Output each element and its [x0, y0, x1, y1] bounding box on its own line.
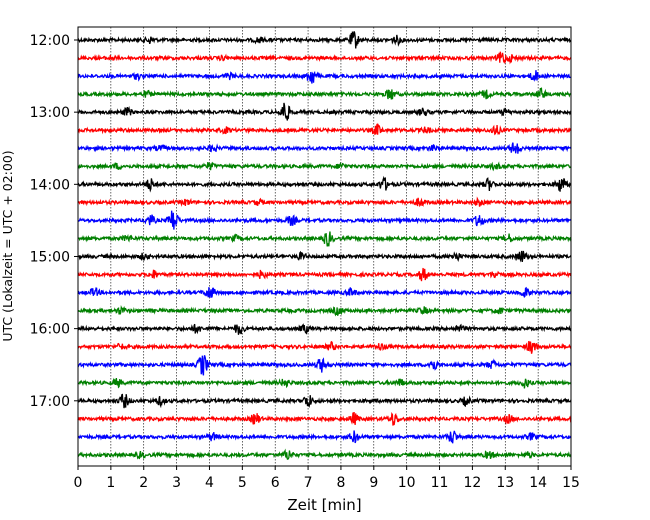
trace-line [77, 340, 572, 354]
trace-line [77, 51, 572, 65]
trace-line [77, 210, 572, 230]
y-tick-label: 15:00 [30, 249, 70, 265]
trace-line [77, 250, 572, 263]
trace-line [77, 355, 572, 376]
trace-line [77, 411, 572, 426]
trace-line [77, 231, 572, 247]
trace-line [77, 393, 572, 409]
x-tick-label: 0 [74, 475, 83, 491]
x-tick-label: 11 [431, 475, 449, 491]
trace-line [77, 430, 572, 444]
x-axis-ticks: 0 1 2 3 4 5 6 7 8 9 10 11 12 13 14 15 [74, 466, 580, 491]
x-tick-label: 4 [205, 475, 214, 491]
trace-line [77, 323, 572, 335]
y-axis-ticks: 12:00 13:00 14:00 15:00 16:00 17:00 [30, 33, 78, 410]
y-tick-label: 13:00 [30, 105, 70, 121]
x-tick-label: 8 [336, 475, 345, 491]
x-grid [110, 27, 539, 466]
traces [77, 31, 572, 460]
x-tick-label: 1 [106, 475, 115, 491]
trace-line [77, 87, 572, 100]
plot-frame [77, 26, 572, 467]
y-tick-label: 17:00 [30, 394, 70, 410]
trace-line [77, 377, 572, 389]
trace-line [77, 161, 572, 172]
x-tick-label: 12 [463, 475, 481, 491]
trace-line [77, 304, 572, 317]
x-tick-label: 7 [304, 475, 313, 491]
x-tick-label: 5 [238, 475, 247, 491]
x-tick-label: 13 [496, 475, 514, 491]
trace-line [77, 286, 572, 299]
x-tick-label: 14 [529, 475, 547, 491]
trace-line [77, 142, 572, 154]
x-tick-label: 3 [172, 475, 181, 491]
trace-line [77, 175, 572, 193]
trace-line [77, 31, 572, 49]
x-tick-label: 15 [562, 475, 580, 491]
y-tick-label: 16:00 [30, 322, 70, 338]
trace-line [77, 267, 572, 282]
trace-line [77, 102, 572, 121]
y-axis-label: UTC (Lokalzeit = UTC + 02:00) [0, 150, 15, 341]
x-tick-label: 6 [271, 475, 280, 491]
x-axis-label: Zeit [min] [287, 496, 361, 514]
trace-line [77, 448, 572, 460]
y-tick-label: 14:00 [30, 177, 70, 193]
trace-line [77, 70, 572, 84]
trace-line [77, 196, 572, 208]
x-tick-label: 2 [139, 475, 148, 491]
trace-line [77, 122, 572, 136]
x-tick-label: 9 [369, 475, 378, 491]
x-tick-label: 10 [398, 475, 416, 491]
y-tick-label: 12:00 [30, 33, 70, 49]
